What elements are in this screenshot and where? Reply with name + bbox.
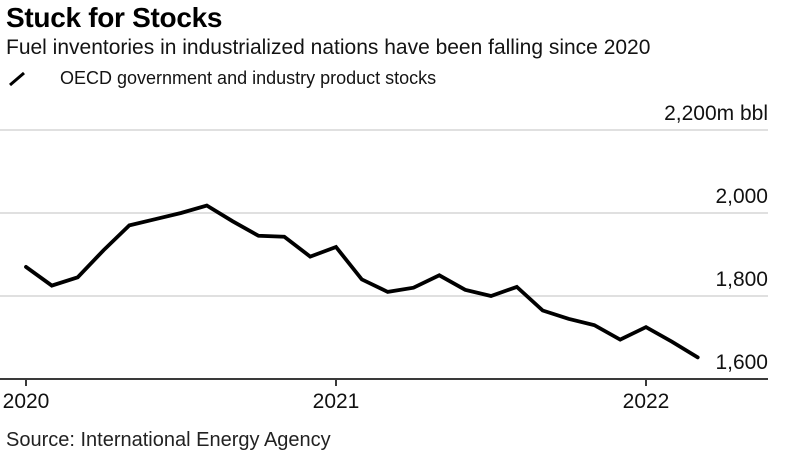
y-axis-label: 1,600 xyxy=(715,351,768,374)
x-axis-label: 2022 xyxy=(623,390,670,413)
y-axis-label: 2,200m bbl xyxy=(664,102,768,125)
chart-title: Stuck for Stocks xyxy=(6,2,223,33)
series-line xyxy=(24,203,700,360)
source-caption: Source: International Energy Agency xyxy=(6,429,331,451)
x-axis-label: 2020 xyxy=(3,390,50,413)
y-axis-label: 1,800 xyxy=(715,268,768,291)
x-axis-label: 2021 xyxy=(313,390,360,413)
legend-label: OECD government and industry product sto… xyxy=(60,68,437,88)
line-series-marker-icon xyxy=(9,71,25,86)
y-axis-label: 2,000 xyxy=(715,185,768,208)
chart-subtitle: Fuel inventories in industrialized natio… xyxy=(6,36,651,59)
legend: OECD government and industry product sto… xyxy=(8,68,436,89)
